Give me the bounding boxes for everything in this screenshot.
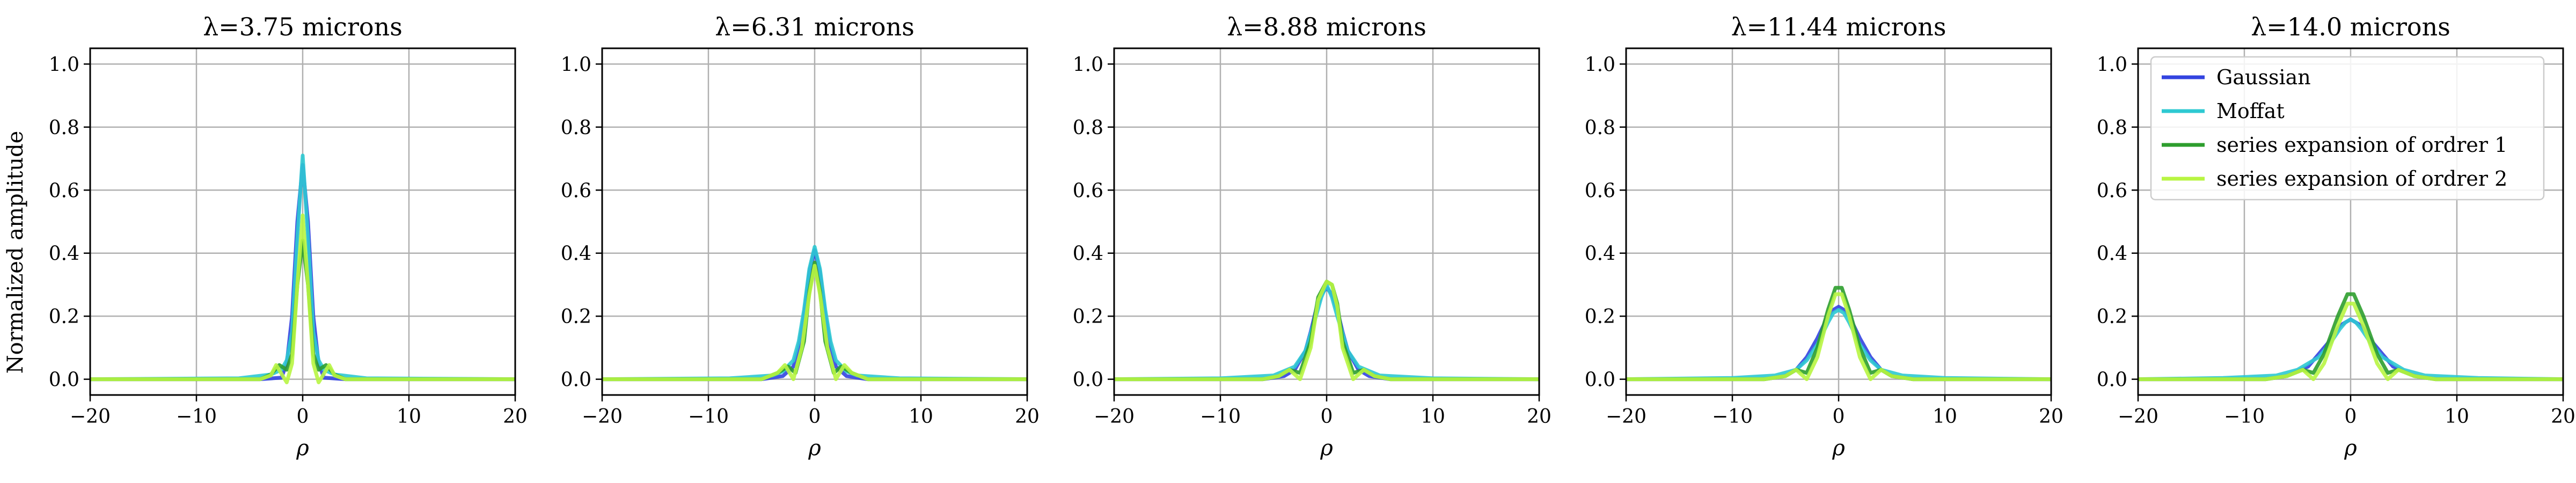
legend-box xyxy=(2150,56,2545,201)
legend-label-moffat: Moffat xyxy=(2216,99,2285,123)
y-tick-label: 0.0 xyxy=(1585,369,1615,391)
y-tick-label: 0.8 xyxy=(1585,117,1615,139)
x-tick-label: 20 xyxy=(1527,406,1552,428)
x-tick-label: 20 xyxy=(2039,406,2063,428)
y-tick-label: 0.0 xyxy=(561,369,591,391)
x-tick-label: 0 xyxy=(2345,406,2357,428)
subplot-grid: −20 −10 0 10 20 0.0 0.2 0.4 0.6 0.8 1.0 λ=3.75 micr… xyxy=(49,12,2575,460)
y-tick-label: 0.2 xyxy=(1073,306,1103,328)
y-tick-label: 0.0 xyxy=(49,369,79,391)
y-tick-label: 0.0 xyxy=(2097,369,2127,391)
subplot-title: λ=11.44 microns xyxy=(1731,12,1946,41)
x-tick-label: 10 xyxy=(1933,406,1957,428)
y-tick-label: 0.2 xyxy=(49,306,79,328)
x-tick-label: 0 xyxy=(1833,406,1845,428)
x-tick-label: 10 xyxy=(2445,406,2469,428)
series-line-series-expansion-of-ordrer-2 xyxy=(602,264,1027,382)
y-tick-label: 0.6 xyxy=(561,180,591,202)
x-tick-label: 10 xyxy=(909,406,933,428)
subplot-title: λ=14.0 microns xyxy=(2251,12,2450,41)
y-tick-label: 0.6 xyxy=(2097,180,2127,202)
y-tick-label: 0.0 xyxy=(1073,369,1103,391)
legend: Gaussian Moffat series expansion of ordrer… xyxy=(2150,56,2545,201)
y-tick-label: 0.8 xyxy=(49,117,79,139)
subplot-title: λ=3.75 microns xyxy=(203,12,402,41)
x-tick-label: −10 xyxy=(1200,406,1241,428)
subplot-2: −20 −10 0 10 20 0.0 0.2 0.4 0.6 0.8 1.0 λ=6.31 micr… xyxy=(561,12,1040,460)
x-tick-label: 20 xyxy=(1015,406,1040,428)
series-line-moffat xyxy=(2138,317,2563,382)
x-tick-label: 0 xyxy=(1321,406,1333,428)
x-axis-label: ρ xyxy=(808,436,821,460)
y-tick-label: 0.4 xyxy=(1585,243,1615,265)
x-tick-label: −20 xyxy=(1606,406,1646,428)
x-axis-label: ρ xyxy=(296,436,309,460)
x-tick-label: 10 xyxy=(1421,406,1445,428)
y-tick-label: 1.0 xyxy=(1073,54,1103,76)
x-tick-label: −10 xyxy=(688,406,729,428)
x-tick-label: 0 xyxy=(809,406,821,428)
y-tick-label: 0.8 xyxy=(561,117,591,139)
y-tick-label: 0.2 xyxy=(561,306,591,328)
x-axis-label: ρ xyxy=(2344,436,2357,460)
legend-label-series-expansion-of-ordrer-2: series expansion of ordrer 2 xyxy=(2216,167,2507,191)
x-tick-label: −10 xyxy=(176,406,217,428)
x-tick-label: −20 xyxy=(582,406,623,428)
y-tick-label: 0.8 xyxy=(1073,117,1103,139)
subplot-title: λ=8.88 microns xyxy=(1227,12,1426,41)
x-tick-label: −20 xyxy=(1094,406,1135,428)
y-tick-label: 0.6 xyxy=(49,180,79,202)
x-tick-label: 20 xyxy=(2551,406,2575,428)
subplot-1: −20 −10 0 10 20 0.0 0.2 0.4 0.6 0.8 1.0 λ=3.75 micr… xyxy=(49,12,528,460)
y-tick-label: 0.6 xyxy=(1073,180,1103,202)
x-tick-label: 10 xyxy=(397,406,421,428)
y-tick-label: 0.2 xyxy=(1585,306,1615,328)
legend-label-gaussian: Gaussian xyxy=(2216,65,2311,89)
legend-label-series-expansion-of-ordrer-1: series expansion of ordrer 1 xyxy=(2216,133,2507,157)
x-tick-label: −20 xyxy=(70,406,111,428)
series-line-series-expansion-of-ordrer-2 xyxy=(1626,292,2051,382)
y-tick-label: 0.4 xyxy=(1073,243,1103,265)
x-tick-label: −10 xyxy=(2224,406,2265,428)
series-line-series-expansion-of-ordrer-2 xyxy=(2138,302,2563,382)
x-tick-label: −20 xyxy=(2118,406,2158,428)
subplot-3: −20 −10 0 10 20 0.0 0.2 0.4 0.6 0.8 1.0 λ=8.88 micr… xyxy=(1073,12,1552,460)
x-tick-label: −10 xyxy=(1712,406,1753,428)
subplot-4: −20 −10 0 10 20 0.0 0.2 0.4 0.6 0.8 1.0 λ=11.44 mic… xyxy=(1585,12,2063,460)
x-axis-label: ρ xyxy=(1832,436,1845,460)
y-tick-label: 1.0 xyxy=(1585,54,1615,76)
x-tick-label: 0 xyxy=(297,406,309,428)
x-tick-label: 20 xyxy=(503,406,528,428)
series-line-series-expansion-of-ordrer-2 xyxy=(1114,280,1539,382)
y-tick-label: 0.4 xyxy=(49,243,79,265)
series-line-moffat xyxy=(1626,308,2051,382)
y-tick-label: 1.0 xyxy=(49,54,79,76)
y-tick-label: 1.0 xyxy=(561,54,591,76)
y-tick-label: 0.4 xyxy=(2097,243,2127,265)
series-line-series-expansion-of-ordrer-2 xyxy=(90,213,515,384)
y-tick-label: 0.4 xyxy=(561,243,591,265)
x-axis-label: ρ xyxy=(1320,436,1333,460)
y-tick-label: 1.0 xyxy=(2097,54,2127,76)
shared-y-axis-label: Normalized amplitude xyxy=(3,131,28,374)
subplot-title: λ=6.31 microns xyxy=(715,12,914,41)
y-tick-label: 0.8 xyxy=(2097,117,2127,139)
y-tick-label: 0.2 xyxy=(2097,306,2127,328)
y-tick-label: 0.6 xyxy=(1585,180,1615,202)
subplot-5: −20 −10 0 10 20 0.0 0.2 0.4 0.6 0.8 1.0 λ=14.0 micr… xyxy=(2097,12,2575,460)
